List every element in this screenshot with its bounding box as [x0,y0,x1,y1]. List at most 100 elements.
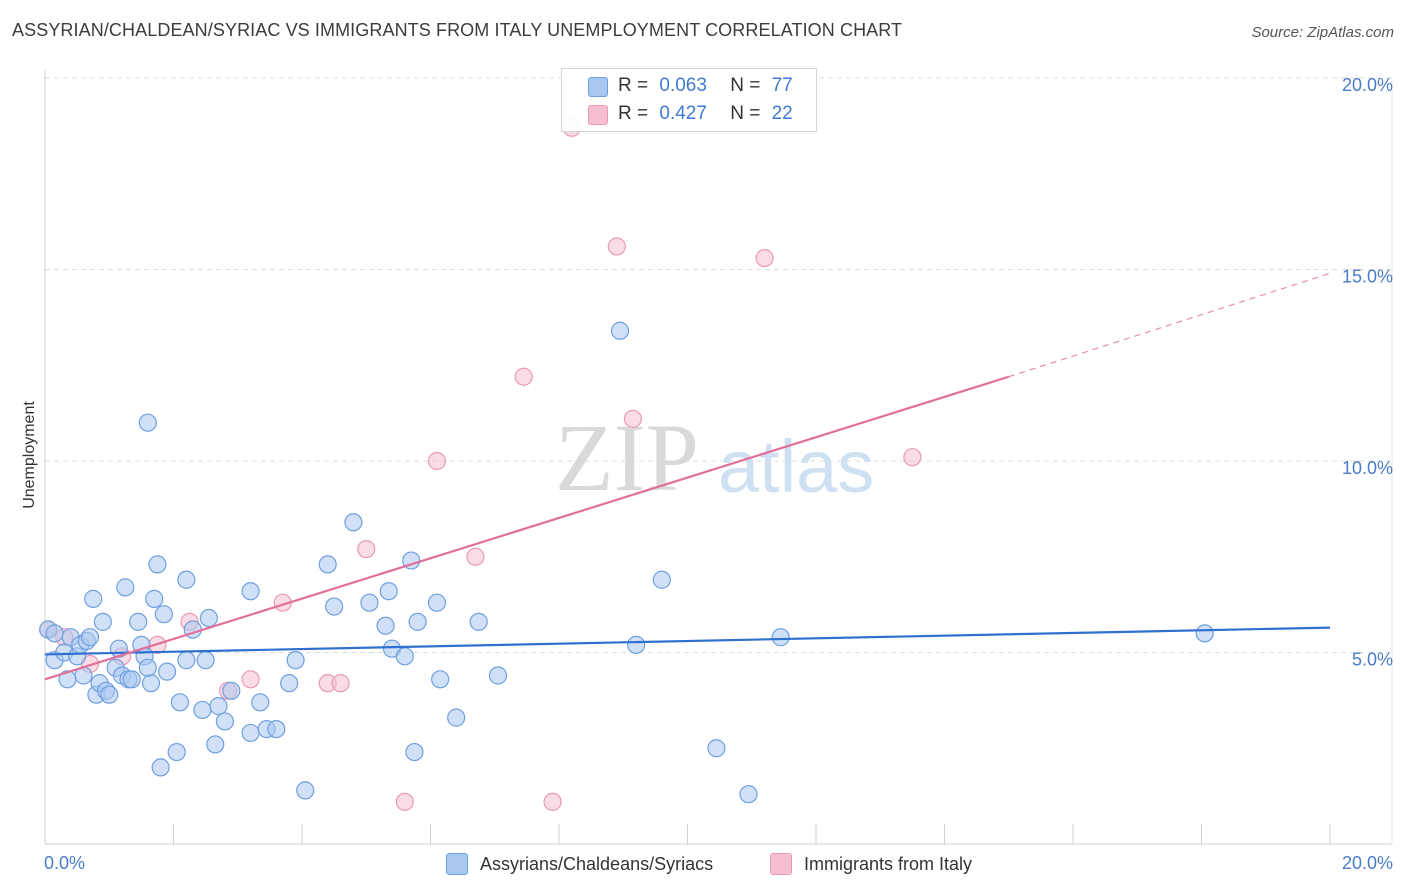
italy-trend-extension [1008,272,1331,378]
assyrian-point-55 [344,513,363,532]
assyrian-point-39 [196,651,215,670]
italy-point-16 [543,792,562,811]
assyrian-point-45 [241,723,260,743]
assyrian-point-36 [177,570,196,589]
assyrian-point-66 [447,708,466,727]
legend-label: Immigrants from Italy [804,853,973,874]
n-value: 22 [771,103,793,124]
legend-item-assyrians: Assyrians/Chaldeans/Syriacs [446,851,713,877]
x-tick-label-1: 20.0% [1342,853,1393,873]
assyrian-point-1 [45,624,64,643]
series-assyrians [39,321,1214,804]
r-label: R = [618,103,649,124]
grid-lines [45,77,1392,653]
assyrian-point-30 [151,758,170,777]
assyrian-point-63 [408,612,427,631]
italy-trend-line [44,375,1010,681]
watermark: ZIP atlas [555,404,874,511]
assyrian-point-49 [267,719,286,739]
y-tick-label-3: 20.0% [1342,75,1393,95]
italy-point-18 [607,237,626,256]
italy-point-7 [241,670,260,689]
blue-swatch [588,77,608,97]
y-tick-label-2: 15.0% [1342,267,1393,287]
x-tick-label-0: 0.0% [44,853,85,873]
assyrian-point-44 [222,681,241,700]
assyrian-point-60 [395,647,414,666]
assyrian-point-50 [280,674,299,693]
assyrian-point-43 [215,712,234,731]
assyrian-trend-line [44,626,1331,656]
italy-point-15 [514,367,533,386]
pink-swatch [588,105,608,125]
assyrian-point-65 [431,670,450,689]
assyrian-point-46 [241,582,260,601]
assyrian-point-62 [405,742,424,762]
r-value: 0.427 [659,103,707,124]
assyrian-point-42 [209,697,228,716]
assyrian-point-23 [129,612,148,631]
italy-point-11 [357,539,376,559]
assyrian-point-26 [138,413,157,432]
assyrian-point-27 [141,674,161,693]
blue-swatch [446,853,468,875]
italy-point-21 [903,448,922,467]
assyrian-point-22 [122,670,141,689]
assyrian-point-68 [488,666,508,685]
axes [44,70,1393,845]
assyrian-point-51 [286,651,305,670]
assyrian-point-52 [296,781,315,800]
assyrian-point-64 [427,593,447,612]
r-label: R = [618,75,649,96]
trend-lines [44,272,1331,681]
assyrian-point-41 [206,735,225,754]
assyrian-point-10 [80,628,100,647]
assyrian-point-72 [707,739,726,758]
source-credit: Source: ZipAtlas.com [1251,24,1394,41]
assyrian-point-28 [145,589,164,608]
n-label: N = [730,103,761,124]
italy-point-13 [427,451,447,471]
italy-point-12 [395,792,414,811]
assyrian-point-38 [193,700,212,720]
assyrian-point-31 [154,605,173,624]
n-label: N = [730,75,761,96]
assyrian-point-53 [318,555,337,574]
legend-item-italy: Immigrants from Italy [770,851,972,877]
assyrian-point-35 [177,651,196,670]
assyrian-point-33 [167,742,186,762]
assyrian-point-54 [325,597,344,616]
assyrian-point-69 [610,321,630,340]
assyrian-point-32 [157,662,177,681]
assyrian-point-40 [199,608,218,628]
assyrian-point-34 [170,693,190,712]
assyrian-point-75 [1195,624,1214,643]
assyrian-point-74 [771,628,790,647]
watermark-atlas: atlas [718,425,874,508]
assyrian-point-76 [138,658,157,677]
assyrian-point-16 [100,685,119,704]
italy-point-19 [623,409,642,428]
legend-label: Assyrians/Chaldeans/Syriacs [480,853,714,874]
assyrian-point-70 [626,635,646,654]
assyrian-point-20 [116,578,135,597]
italy-point-14 [466,547,485,566]
y-tick-label-0: 5.0% [1352,650,1393,670]
chart-title: ASSYRIAN/CHALDEAN/SYRIAC VS IMMIGRANTS F… [12,20,903,40]
y-axis-label: Unemployment [21,401,38,509]
italy-point-20 [755,248,774,268]
assyrian-point-47 [251,693,270,712]
assyrian-point-71 [652,570,671,589]
r-value: 0.063 [659,75,707,96]
pink-swatch [770,853,792,875]
assyrian-point-56 [360,593,379,612]
assyrian-point-57 [376,616,395,635]
assyrian-point-73 [739,785,758,804]
assyrian-point-14 [93,612,112,631]
n-value: 77 [771,75,793,96]
italy-point-10 [331,674,350,693]
assyrian-point-67 [469,612,488,631]
correlation-legend: R = 0.063 N = 77 R = 0.427 N = 22 [561,68,817,132]
y-tick-label-1: 10.0% [1342,458,1393,478]
